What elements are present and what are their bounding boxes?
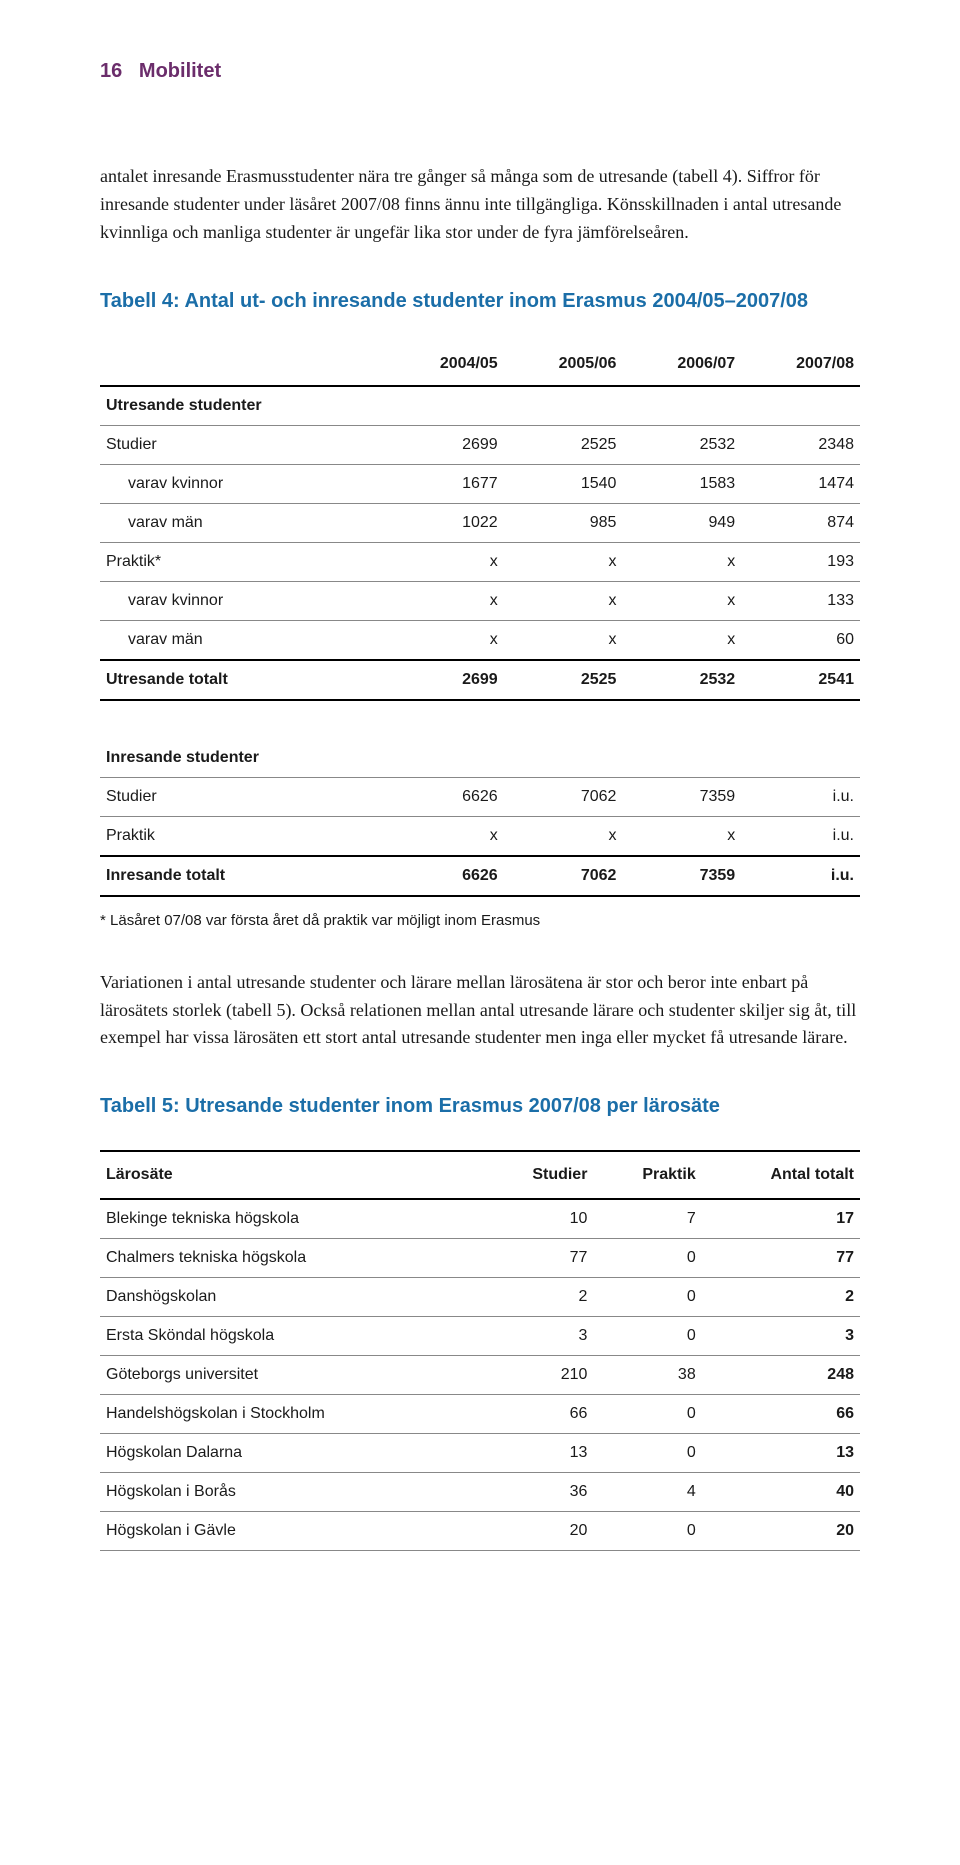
table4-col-4: 2007/08 (741, 345, 860, 386)
table-row: varav kvinnor1677154015831474 (100, 464, 860, 503)
table5-col-0: Lärosäte (100, 1151, 482, 1199)
table4: 2004/05 2005/06 2006/07 2007/08 Utresand… (100, 345, 860, 897)
table-row: Ersta Sköndal högskola303 (100, 1317, 860, 1356)
table4-col-2: 2005/06 (504, 345, 623, 386)
table-row: Studier662670627359i.u. (100, 777, 860, 816)
table4-col-0 (100, 345, 385, 386)
table-row: Högskolan Dalarna13013 (100, 1434, 860, 1473)
running-header: 16 Mobilitet (100, 60, 860, 83)
table4-total-out: Utresande totalt 2699 2525 2532 2541 (100, 660, 860, 700)
table4-total-in: Inresande totalt 6626 7062 7359 i.u. (100, 856, 860, 896)
page-number: 16 (100, 60, 122, 82)
table4-title: Tabell 4: Antal ut- och inresande studen… (100, 287, 860, 315)
table-row: Högskolan i Borås36440 (100, 1473, 860, 1512)
table-row: varav mänxxx60 (100, 620, 860, 660)
table4-col-3: 2006/07 (622, 345, 741, 386)
table-row: varav kvinnorxxx133 (100, 581, 860, 620)
table5-col-1: Studier (482, 1151, 593, 1199)
table5: Lärosäte Studier Praktik Antal totalt Bl… (100, 1150, 860, 1551)
table-row: Danshögskolan202 (100, 1278, 860, 1317)
table-row: Praktikxxxi.u. (100, 816, 860, 856)
page: 16 Mobilitet antalet inresande Erasmusst… (0, 0, 960, 1641)
table4-section-in: Inresande studenter (100, 739, 860, 778)
table-row: Göteborgs universitet21038248 (100, 1356, 860, 1395)
table5-col-2: Praktik (593, 1151, 701, 1199)
paragraph-2: Variationen i antal utresande studenter … (100, 969, 860, 1053)
table-row: Praktik*xxx193 (100, 542, 860, 581)
table4-header-row: 2004/05 2005/06 2006/07 2007/08 (100, 345, 860, 386)
table-row: Chalmers tekniska högskola77077 (100, 1239, 860, 1278)
table-row: Blekinge tekniska högskola10717 (100, 1199, 860, 1239)
table5-header-row: Lärosäte Studier Praktik Antal totalt (100, 1151, 860, 1199)
table4-footnote: * Läsåret 07/08 var första året då prakt… (100, 912, 860, 929)
table-row: Handelshögskolan i Stockholm66066 (100, 1395, 860, 1434)
table-row: varav män1022985949874 (100, 503, 860, 542)
table4-col-1: 2004/05 (385, 345, 504, 386)
table5-title: Tabell 5: Utresande studenter inom Erasm… (100, 1092, 860, 1120)
table5-col-3: Antal totalt (702, 1151, 860, 1199)
table-row: Högskolan i Gävle20020 (100, 1512, 860, 1551)
table4-section-out: Utresande studenter (100, 386, 860, 426)
section-name: Mobilitet (139, 60, 221, 82)
table-row: Studier2699252525322348 (100, 425, 860, 464)
paragraph-1: antalet inresande Erasmusstudenter nära … (100, 163, 860, 247)
